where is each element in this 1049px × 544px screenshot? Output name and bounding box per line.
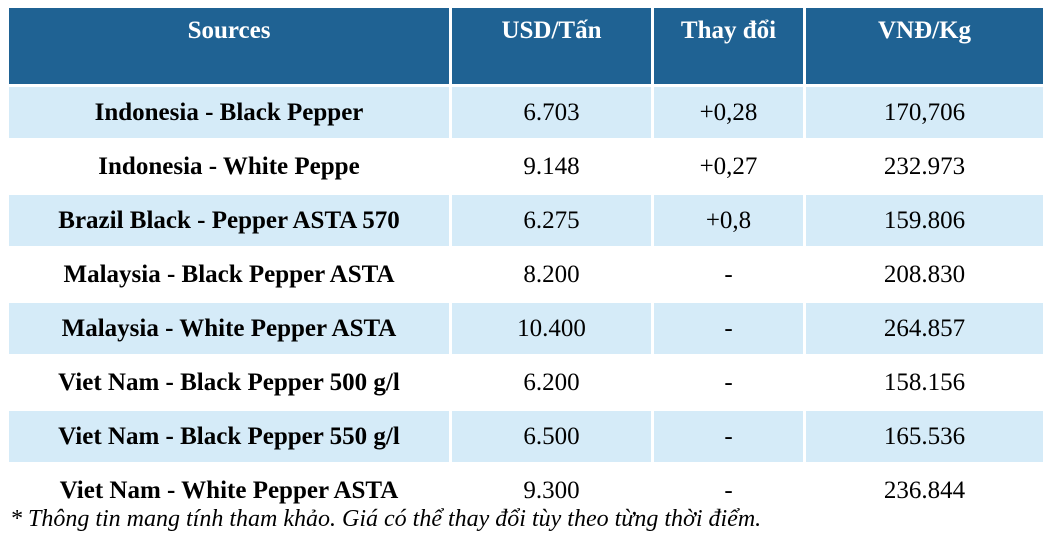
usd-cell: 6.200 xyxy=(449,354,654,411)
header-row: Sources USD/Tấn Thay đổi VNĐ/Kg xyxy=(6,5,1046,87)
usd-cell: 6.703 xyxy=(449,84,654,141)
source-cell: Viet Nam - White Pepper ASTA xyxy=(6,462,452,519)
usd-cell: 6.275 xyxy=(449,192,654,249)
vnd-cell: 264.857 xyxy=(803,300,1046,357)
table-row: Indonesia - Black Pepper 6.703 +0,28 170… xyxy=(6,84,1046,141)
disclaimer-note: * Thông tin mang tính tham khảo. Giá có … xyxy=(10,506,762,532)
change-cell: - xyxy=(651,246,806,303)
table-row: Malaysia - Black Pepper ASTA 8.200 - 208… xyxy=(6,246,1046,303)
header-cell-usd-per-ton: USD/Tấn xyxy=(449,5,654,87)
header-cell-sources: Sources xyxy=(6,5,452,87)
table-row: Viet Nam - Black Pepper 500 g/l 6.200 - … xyxy=(6,354,1046,411)
table-row: Brazil Black - Pepper ASTA 570 6.275 +0,… xyxy=(6,192,1046,249)
header-cell-change: Thay đổi xyxy=(651,5,806,87)
usd-cell: 8.200 xyxy=(449,246,654,303)
usd-cell: 10.400 xyxy=(449,300,654,357)
vnd-cell: 236.844 xyxy=(803,462,1046,519)
vnd-cell: 158.156 xyxy=(803,354,1046,411)
change-cell: +0,8 xyxy=(651,192,806,249)
source-cell: Indonesia - Black Pepper xyxy=(6,84,452,141)
pepper-price-table: Sources USD/Tấn Thay đổi VNĐ/Kg Indonesi… xyxy=(6,5,1046,519)
change-cell: - xyxy=(651,300,806,357)
source-cell: Viet Nam - Black Pepper 500 g/l xyxy=(6,354,452,411)
vnd-cell: 208.830 xyxy=(803,246,1046,303)
source-cell: Malaysia - White Pepper ASTA xyxy=(6,300,452,357)
vnd-cell: 232.973 xyxy=(803,138,1046,195)
usd-cell: 9.148 xyxy=(449,138,654,195)
table-row: Indonesia - White Peppe 9.148 +0,27 232.… xyxy=(6,138,1046,195)
table-row: Viet Nam - Black Pepper 550 g/l 6.500 - … xyxy=(6,408,1046,465)
source-cell: Indonesia - White Peppe xyxy=(6,138,452,195)
change-cell: - xyxy=(651,408,806,465)
source-cell: Brazil Black - Pepper ASTA 570 xyxy=(6,192,452,249)
source-cell: Viet Nam - Black Pepper 550 g/l xyxy=(6,408,452,465)
header-cell-vnd-per-kg: VNĐ/Kg xyxy=(803,5,1046,87)
change-cell: +0,28 xyxy=(651,84,806,141)
pepper-price-table-container: Sources USD/Tấn Thay đổi VNĐ/Kg Indonesi… xyxy=(6,5,1046,519)
change-cell: - xyxy=(651,354,806,411)
usd-cell: 9.300 xyxy=(449,462,654,519)
vnd-cell: 165.536 xyxy=(803,408,1046,465)
usd-cell: 6.500 xyxy=(449,408,654,465)
vnd-cell: 159.806 xyxy=(803,192,1046,249)
change-cell: - xyxy=(651,462,806,519)
change-cell: +0,27 xyxy=(651,138,806,195)
source-cell: Malaysia - Black Pepper ASTA xyxy=(6,246,452,303)
vnd-cell: 170,706 xyxy=(803,84,1046,141)
table-row: Malaysia - White Pepper ASTA 10.400 - 26… xyxy=(6,300,1046,357)
table-row: Viet Nam - White Pepper ASTA 9.300 - 236… xyxy=(6,462,1046,519)
